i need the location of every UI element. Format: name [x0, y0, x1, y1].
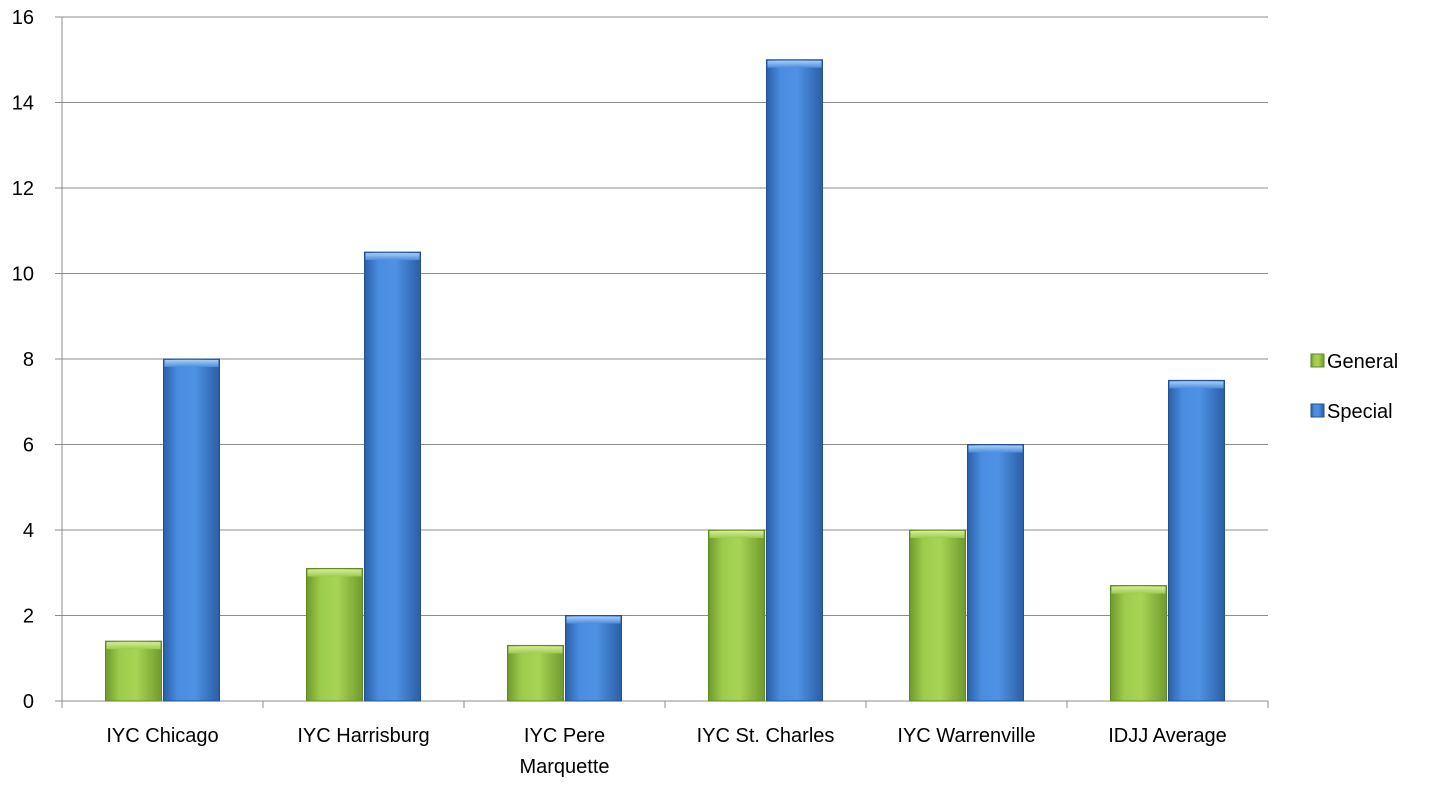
- y-tick-label: 8: [23, 349, 34, 371]
- legend-label: General: [1327, 351, 1398, 373]
- bar-general: [1110, 585, 1167, 702]
- y-tick-label: 14: [12, 93, 34, 115]
- legend-item-special: Special: [1310, 401, 1393, 423]
- x-category-label-line: IYC St. Charles: [697, 725, 835, 747]
- y-tick-label: 10: [12, 264, 34, 286]
- y-tick-label: 4: [23, 520, 34, 542]
- x-category-label-line: IDJJ Average: [1108, 725, 1227, 747]
- bar-special: [967, 444, 1024, 702]
- bar-general: [105, 640, 162, 702]
- bar-general: [708, 529, 765, 702]
- bar-general: [507, 644, 564, 702]
- bar-special: [766, 59, 823, 702]
- x-category-label: IYC Chicago: [106, 725, 218, 747]
- bar-special: [1168, 379, 1225, 702]
- y-tick-label: 6: [23, 435, 34, 457]
- x-category-label-line: IYC Harrisburg: [297, 725, 429, 747]
- bars: [105, 59, 1225, 702]
- x-category-label: IYC St. Charles: [697, 725, 835, 747]
- y-tick-label: 12: [12, 178, 34, 200]
- legend-swatch: [1310, 353, 1325, 368]
- bar-special: [163, 358, 220, 702]
- axis-labels: 0 2 4 6 8 10 12 14 16 IYC Chicago IYC Harrisburg IY…: [12, 7, 1227, 778]
- x-category-label-line: IYC Chicago: [106, 725, 218, 747]
- x-category-label: IYC Warrenville: [897, 725, 1035, 747]
- x-category-label: IDJJ Average: [1108, 725, 1227, 747]
- y-tick-label: 0: [23, 691, 34, 713]
- x-category-label-line: IYC Warrenville: [897, 725, 1035, 747]
- bar-special: [565, 615, 622, 702]
- x-category-label: IYC Harrisburg: [297, 725, 429, 747]
- legend-swatch: [1310, 403, 1325, 418]
- legend-item-general: General: [1310, 351, 1398, 373]
- bar-general: [306, 567, 363, 702]
- axes: [55, 16, 1269, 708]
- legend: General Special: [1310, 351, 1398, 423]
- gridlines: [62, 16, 1268, 616]
- bar-general: [909, 529, 966, 702]
- y-tick-label: 2: [23, 606, 34, 628]
- x-category-label: IYC Pere Marquette: [519, 725, 609, 778]
- bar-special: [364, 251, 421, 702]
- y-tick-label: 16: [12, 7, 34, 29]
- legend-label: Special: [1327, 401, 1393, 423]
- x-category-label-line: IYC Pere: [524, 725, 605, 747]
- x-category-label-line: Marquette: [519, 756, 609, 778]
